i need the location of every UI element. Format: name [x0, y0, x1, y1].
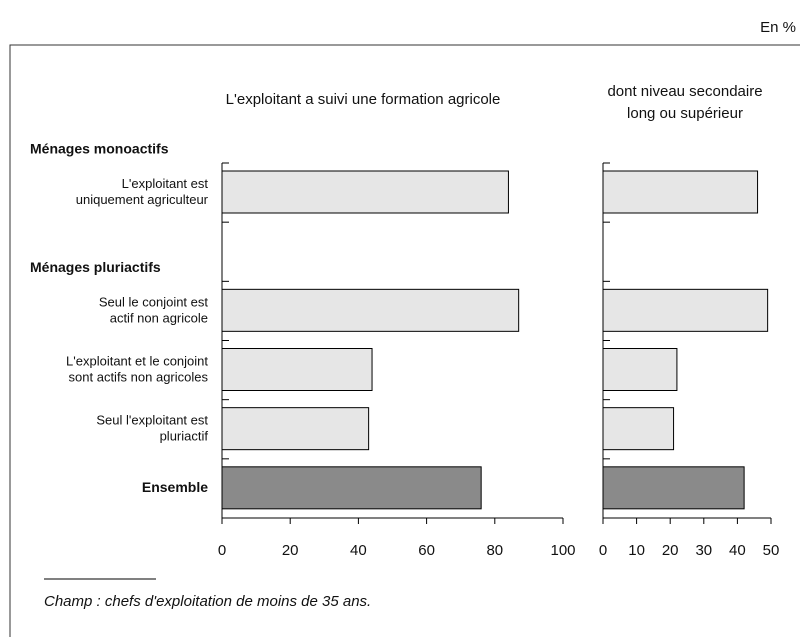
bar	[602, 348, 678, 391]
x-tick-label: 40	[350, 542, 367, 559]
x-tick-label: 80	[486, 542, 503, 559]
bar	[602, 407, 675, 451]
category-label: L'exploitant est	[122, 176, 209, 191]
bar	[221, 348, 373, 391]
x-tick-label: 0	[599, 542, 607, 559]
bar	[602, 170, 759, 214]
x-tick-label: 50	[763, 542, 780, 559]
bar	[221, 407, 370, 451]
x-tick-label: 20	[282, 542, 299, 559]
bar	[221, 288, 520, 332]
panel-title: dont niveau secondaire	[607, 83, 762, 100]
panel-title: L'exploitant a suivi une formation agric…	[226, 91, 501, 108]
group-label: Ménages monoactifs	[30, 141, 169, 157]
category-label: pluriactif	[160, 429, 209, 444]
category-label: Seul le conjoint est	[99, 294, 209, 309]
x-tick-label: 60	[418, 542, 435, 559]
category-label: Seul l'exploitant est	[96, 413, 208, 428]
category-label: actif non agricole	[110, 310, 208, 325]
note: Champ : chefs d'exploitation de moins de…	[44, 593, 371, 610]
category-label: Ensemble	[142, 479, 208, 495]
category-label: L'exploitant et le conjoint	[66, 354, 208, 369]
x-tick-label: 100	[550, 542, 575, 559]
x-tick-label: 20	[662, 542, 679, 559]
frame	[9, 44, 800, 637]
x-tick-label: 10	[628, 542, 645, 559]
category-label: uniquement agriculteur	[76, 192, 209, 207]
unit-note: En %	[760, 19, 796, 36]
bar	[602, 288, 769, 332]
x-tick-label: 0	[218, 542, 226, 559]
bar	[602, 466, 745, 510]
category-label: sont actifs non agricoles	[69, 370, 209, 385]
x-tick-label: 30	[695, 542, 712, 559]
group-label: Ménages pluriactifs	[30, 259, 161, 275]
x-tick-label: 40	[729, 542, 746, 559]
panel-title: long ou supérieur	[627, 105, 743, 122]
bar	[221, 170, 509, 214]
bar	[221, 466, 482, 510]
